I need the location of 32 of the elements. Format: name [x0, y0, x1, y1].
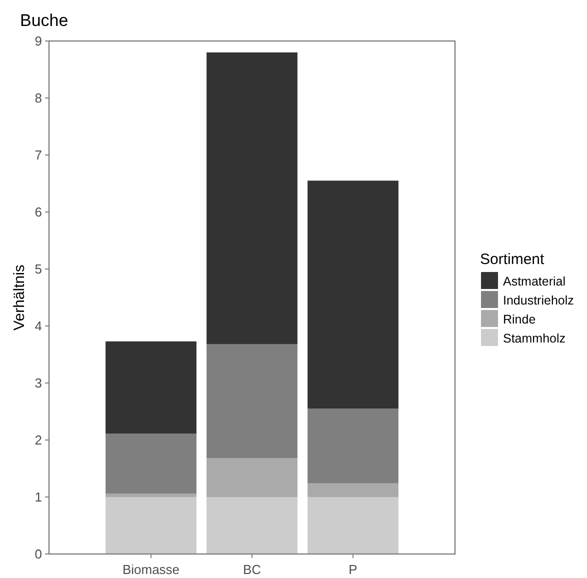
bar — [106, 494, 196, 497]
y-tick-label: 3 — [34, 376, 42, 391]
y-tick-label: 8 — [34, 90, 42, 106]
bar — [308, 483, 398, 497]
legend-label: Industrieholz — [503, 293, 574, 308]
bar — [308, 408, 398, 484]
legend-title: Sortiment — [480, 251, 546, 268]
y-tick-label: 5 — [34, 262, 42, 277]
bar — [106, 341, 196, 434]
x-tick-label: Biomasse — [122, 562, 180, 577]
bar — [206, 344, 298, 458]
bar — [206, 458, 298, 497]
legend-label: Stammholz — [503, 331, 566, 346]
legend-label: Astmaterial — [503, 274, 566, 288]
chart-title: Buche — [20, 11, 68, 30]
bar — [308, 180, 398, 409]
bar — [308, 497, 398, 554]
y-tick-label: 2 — [34, 432, 42, 448]
legend-label: Rinde — [503, 312, 536, 326]
y-tick-label: 4 — [34, 318, 42, 334]
bar — [106, 434, 196, 494]
y-tick-label: 1 — [34, 490, 42, 505]
bar — [106, 497, 196, 554]
y-tick-label: 6 — [34, 204, 42, 220]
y-tick-label: 7 — [34, 148, 42, 163]
bar — [206, 497, 298, 554]
y-tick-label: 0 — [34, 546, 42, 562]
bar — [206, 52, 298, 344]
x-tick-label: P — [348, 562, 358, 577]
x-tick-label: BC — [242, 562, 262, 577]
y-axis-title: Verhältnis — [11, 264, 28, 330]
y-tick-label: 9 — [34, 34, 42, 49]
